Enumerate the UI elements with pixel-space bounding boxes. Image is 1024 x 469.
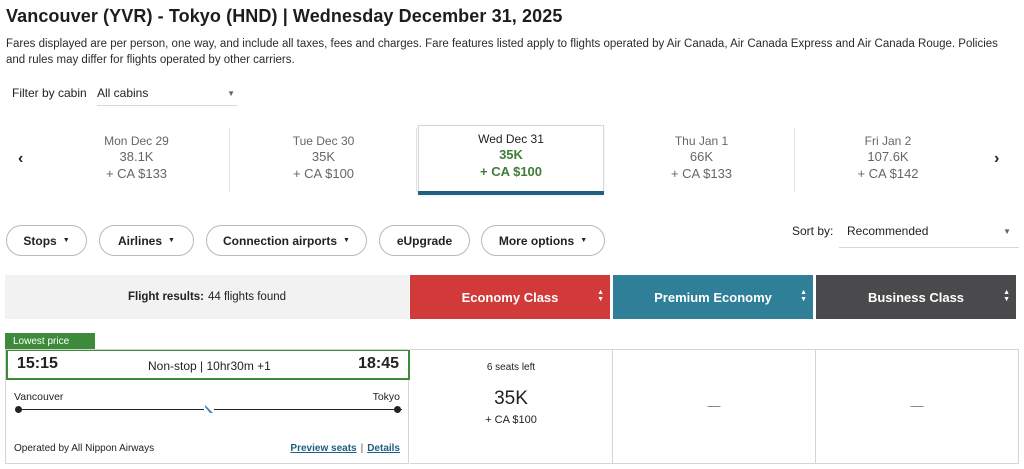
- origin-dot: [15, 406, 22, 413]
- date-option-fri-jan-2[interactable]: Fri Jan 2 107.6K + CA $142: [795, 128, 981, 192]
- flight-results-summary: Flight results: 44 flights found: [5, 275, 409, 319]
- business-fare-cell: —: [816, 349, 1019, 464]
- eupgrade-label: eUpgrade: [396, 233, 453, 248]
- more-options-label: More options: [498, 233, 575, 248]
- fare-unavailable: —: [707, 398, 721, 413]
- destination-city: Tokyo: [372, 391, 400, 403]
- more-options-button[interactable]: More options ▼: [481, 225, 605, 256]
- date-option-mon-dec-29[interactable]: Mon Dec 29 38.1K + CA $133: [44, 128, 230, 192]
- cabin-select[interactable]: All cabins ▼: [97, 84, 237, 106]
- date-points: 107.6K: [867, 149, 909, 164]
- connection-airports-label: Connection airports: [223, 233, 338, 248]
- airline-tail-icon: [204, 403, 214, 415]
- caret-down-icon: ▼: [343, 237, 350, 244]
- fare-points: 35K: [494, 388, 528, 409]
- sort-select[interactable]: Recommended ▼: [839, 216, 1019, 248]
- date-cash: + CA $133: [105, 166, 168, 181]
- premium-economy-fare-cell: —: [613, 349, 816, 464]
- departure-time: 15:15: [17, 355, 58, 372]
- arrival-time: 18:45: [358, 355, 399, 372]
- page-title: Vancouver (YVR) - Tokyo (HND) | Wednesda…: [6, 6, 563, 26]
- date-label: Thu Jan 1: [674, 134, 729, 148]
- date-cash: + CA $100: [292, 166, 355, 181]
- cabin-header-label: Business Class: [867, 289, 965, 305]
- cabin-filter-label: Filter by cabin: [12, 86, 87, 100]
- date-cash: + CA $100: [479, 164, 543, 179]
- economy-fare-cell[interactable]: 6 seats left 35K + CA $100: [410, 349, 613, 464]
- cabin-header-business[interactable]: Business Class ▲ ▼: [816, 275, 1016, 319]
- chevron-right-icon[interactable]: ›: [994, 150, 1000, 167]
- sort-select-value: Recommended: [847, 224, 929, 238]
- cabin-header-label: Economy Class: [461, 289, 559, 305]
- chevron-down-icon: ▼: [1003, 227, 1011, 236]
- date-points: 35K: [499, 147, 523, 162]
- cabin-header-premium-economy[interactable]: Premium Economy ▲ ▼: [613, 275, 813, 319]
- preview-seats-link[interactable]: Preview seats: [290, 443, 357, 454]
- origin-city: Vancouver: [14, 391, 64, 403]
- date-label: Mon Dec 29: [104, 134, 169, 148]
- date-carousel: ‹ Mon Dec 29 38.1K + CA $133 Tue Dec 30 …: [0, 124, 1024, 196]
- cabin-header-label: Premium Economy: [654, 289, 772, 305]
- date-option-thu-jan-1[interactable]: Thu Jan 1 66K + CA $133: [609, 128, 795, 192]
- date-cash: + CA $133: [670, 166, 733, 181]
- date-option-wed-dec-31[interactable]: Wed Dec 31 35K + CA $100: [418, 125, 604, 195]
- date-label: Fri Jan 2: [864, 134, 912, 148]
- sort-label: Sort by:: [792, 224, 834, 238]
- stops-label: Stops: [23, 233, 57, 248]
- caret-down-icon: ▼: [62, 237, 70, 244]
- flight-links: Preview seats | Details: [290, 443, 400, 454]
- connection-airports-filter-button[interactable]: Connection airports ▼: [206, 225, 367, 256]
- date-points: 66K: [689, 149, 714, 164]
- results-label: Flight results:: [127, 291, 204, 303]
- seats-left: 6 seats left: [486, 362, 536, 373]
- details-link[interactable]: Details: [367, 443, 400, 454]
- fare-unavailable: —: [910, 398, 924, 413]
- caret-down-icon: ▼: [580, 237, 588, 244]
- date-label: Tue Dec 30: [292, 134, 355, 148]
- operated-by: Operated by All Nippon Airways: [14, 443, 155, 454]
- sort-icon: ▲ ▼: [597, 289, 604, 303]
- results-count: 44 flights found: [208, 291, 287, 303]
- date-cash: + CA $142: [857, 166, 919, 181]
- sort-icon: ▲ ▼: [1003, 289, 1010, 303]
- airlines-filter-button[interactable]: Airlines ▼: [99, 225, 194, 256]
- chevron-down-icon: ▼: [227, 89, 235, 98]
- cabin-header-economy[interactable]: Economy Class ▲ ▼: [410, 275, 610, 319]
- flight-card[interactable]: 15:15 Non-stop | 10hr30m +1 18:45 Vancou…: [5, 349, 410, 464]
- airlines-label: Airlines: [118, 233, 163, 248]
- stops-filter-button[interactable]: Stops ▼: [6, 225, 87, 256]
- fare-cash: + CA $100: [485, 414, 537, 426]
- lowest-price-badge: Lowest price: [5, 333, 95, 350]
- sort-icon: ▲ ▼: [800, 289, 807, 303]
- date-points: 38.1K: [119, 149, 154, 164]
- caret-down-icon: ▼: [168, 237, 175, 244]
- flight-duration: Non-stop | 10hr30m +1: [148, 359, 271, 373]
- link-separator: |: [360, 443, 364, 454]
- cabin-select-value: All cabins: [97, 86, 149, 100]
- chevron-left-icon[interactable]: ‹: [18, 150, 24, 167]
- destination-dot: [394, 406, 401, 413]
- date-points: 35K: [311, 149, 336, 164]
- cabin-filter: Filter by cabin All cabins ▼: [12, 86, 237, 106]
- flight-times-bar: 15:15 Non-stop | 10hr30m +1 18:45: [6, 350, 410, 380]
- date-option-tue-dec-30[interactable]: Tue Dec 30 35K + CA $100: [231, 128, 417, 192]
- eupgrade-filter-button[interactable]: eUpgrade: [379, 225, 470, 256]
- fare-disclaimer: Fares displayed are per person, one way,…: [6, 38, 998, 66]
- date-label: Wed Dec 31: [478, 132, 544, 146]
